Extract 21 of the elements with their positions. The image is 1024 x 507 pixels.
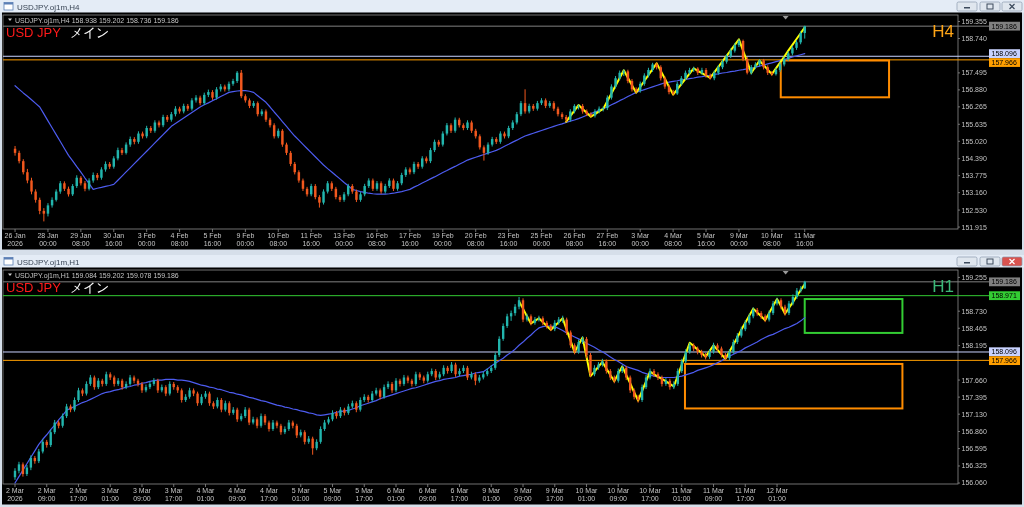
text: H1 [932, 277, 954, 296]
annotation: メイン [70, 25, 109, 40]
candlestick [311, 436, 314, 456]
annotation: メイン [70, 280, 109, 295]
candlestick [593, 108, 597, 119]
chart-title: USDJPY.oj1m,H1 [17, 257, 81, 267]
annotation: USD JPY [6, 25, 62, 40]
candlestick [589, 111, 593, 118]
candlestick [634, 86, 638, 94]
candlestick [537, 315, 541, 322]
line-series [565, 26, 806, 123]
annotation: USD JPY [6, 280, 62, 295]
candlestick [589, 352, 592, 378]
line-series [14, 53, 806, 195]
candlestick [240, 69, 243, 99]
candlestick [585, 336, 588, 359]
line-series [518, 283, 806, 402]
line-series [14, 317, 806, 484]
text: H4 [932, 22, 954, 41]
chart-title: USDJPY.oj1m,H4 [17, 2, 81, 12]
candlestick [763, 313, 767, 323]
